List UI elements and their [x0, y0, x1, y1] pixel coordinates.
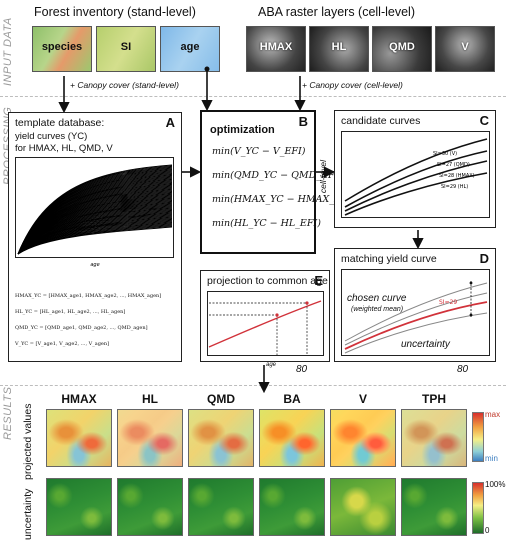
formula-hl: min(HL_YC − HL_EFI)	[212, 218, 321, 229]
panel-a-xlabel: age	[90, 262, 99, 268]
qmd-tile-label: QMD	[389, 41, 415, 53]
panel-a-line2: yield curves (YC)	[15, 131, 88, 142]
row-uncertainty: uncertainty	[22, 488, 34, 540]
hmax-tile-label: HMAX	[259, 41, 293, 53]
yield-curve-line	[17, 226, 173, 255]
panel-d-letter: D	[479, 251, 489, 266]
panel-b: B optimization cell-level min(V_YC − V_E…	[200, 110, 355, 254]
matching-curve-chart: SI=29	[341, 269, 490, 356]
equation-qmd: QMD_YC = [QMD_age1, QMD_age2, ..., QMD_a…	[15, 325, 148, 331]
equation-hl: HL_YC = [HL_age1, HL_age2, ..., HL_agen]	[15, 309, 126, 315]
panel-b-letter: B	[298, 114, 308, 129]
map-uncertainty-hl	[117, 478, 183, 536]
projection-chart	[207, 291, 324, 356]
map-uncertainty-v	[330, 478, 396, 536]
panel-e-title: projection to common age	[207, 275, 328, 287]
panel-e-xlabel: age	[266, 362, 277, 368]
panel-a: A template database: yield curves (YC) f…	[8, 112, 182, 362]
hl-tile: HL	[309, 26, 369, 72]
forest-canopy-note: + Canopy cover (stand-level)	[70, 80, 179, 90]
curve-label-qmd: SI=27 (QMD)	[437, 162, 470, 168]
map-projected-hl	[117, 409, 183, 467]
panel-c-title: candidate curves	[341, 115, 421, 127]
separator-results	[0, 385, 506, 386]
si-tile-label: SI	[120, 41, 132, 53]
aba-title: ABA raster layers (cell-level)	[258, 5, 415, 19]
map-projected-tph	[401, 409, 467, 467]
species-tile: species	[32, 26, 92, 72]
forest-inventory-title: Forest inventory (stand-level)	[34, 5, 196, 19]
legend-projected-min: min	[485, 454, 498, 463]
col-v: V	[358, 392, 367, 406]
legend-projected-max: max	[485, 410, 501, 419]
map-uncertainty-tph	[401, 478, 467, 536]
hmax-tile: HMAX	[246, 26, 306, 72]
panel-c: C candidate curves SI=30 (V) SI=27 (QMD)…	[334, 110, 496, 228]
equation-hmax: HMAX_YC = [HMAX_age1, HMAX_age2, ..., HM…	[15, 293, 162, 299]
equation-v: V_YC = [V_age1, V_age2, ..., V_agen]	[15, 341, 110, 347]
panel-d: D matching yield curve SI=29 chosen curv…	[334, 248, 496, 362]
map-uncertainty-qmd	[188, 478, 254, 536]
col-tph: TPH	[422, 392, 446, 406]
qmd-tile: QMD	[372, 26, 432, 72]
hl-tile-label: HL	[331, 41, 347, 53]
panel-c-letter: C	[479, 113, 489, 128]
row-projected-values: projected values	[22, 403, 34, 480]
aba-canopy-note: + Canopy cover (cell-level)	[302, 80, 403, 90]
map-projected-qmd	[188, 409, 254, 467]
formula-hmax: min(HMAX_YC − HMAX_EFI)	[212, 194, 356, 205]
formula-qmd: min(QMD_YC − QMD_EFI)	[212, 170, 342, 181]
col-ba: BA	[283, 392, 301, 406]
chosen-curve-sub: (weighted mean)	[351, 306, 404, 313]
panel-e-tick: 80	[296, 364, 308, 375]
candidate-curves-chart: SI=30 (V) SI=27 (QMD) SI=28 (HMAX) SI=29…	[341, 131, 490, 218]
legend-uncertainty-min: 0	[485, 526, 490, 535]
formula-v: min(V_YC − V_EFI)	[212, 146, 306, 157]
col-qmd: QMD	[207, 392, 235, 406]
legend-projected-bar	[472, 412, 484, 462]
age-tile: age	[160, 26, 220, 72]
map-projected-hmax	[46, 409, 112, 467]
col-hmax: HMAX	[61, 392, 97, 406]
uncertainty-label: uncertainty	[401, 339, 450, 350]
panel-d-title: matching yield curve	[341, 253, 437, 265]
chosen-curve-label: chosen curve	[347, 293, 407, 304]
v-tile-label: V	[461, 41, 469, 53]
curve-label-hmax: SI=28 (HMAX)	[439, 173, 475, 179]
map-uncertainty-ba	[259, 478, 325, 536]
legend-uncertainty-bar	[472, 482, 484, 534]
si-tile: SI	[96, 26, 156, 72]
panel-a-line3: for HMAX, HL, QMD, V	[15, 143, 113, 154]
map-projected-ba	[259, 409, 325, 467]
panel-e-letter: E	[314, 273, 323, 288]
v-tile: V	[435, 26, 495, 72]
panel-a-line1: template database:	[15, 117, 105, 129]
yield-curves-chart: age	[15, 157, 174, 268]
species-tile-label: species	[41, 41, 83, 53]
curve-label-hl: SI=29 (HL)	[441, 184, 468, 190]
panel-e: E projection to common age	[200, 270, 330, 362]
col-hl: HL	[142, 392, 158, 406]
legend-uncertainty-max: 100%	[485, 480, 506, 489]
separator-input	[0, 96, 506, 97]
panel-a-letter: A	[165, 115, 175, 130]
panel-d-tick: 80	[457, 364, 469, 375]
panel-b-title: optimization	[210, 124, 275, 136]
map-uncertainty-hmax	[46, 478, 112, 536]
panel-d-si-label: SI=29	[439, 299, 457, 306]
age-tile-label: age	[180, 41, 200, 53]
map-projected-v	[330, 409, 396, 467]
curve-label-v: SI=30 (V)	[433, 151, 457, 157]
